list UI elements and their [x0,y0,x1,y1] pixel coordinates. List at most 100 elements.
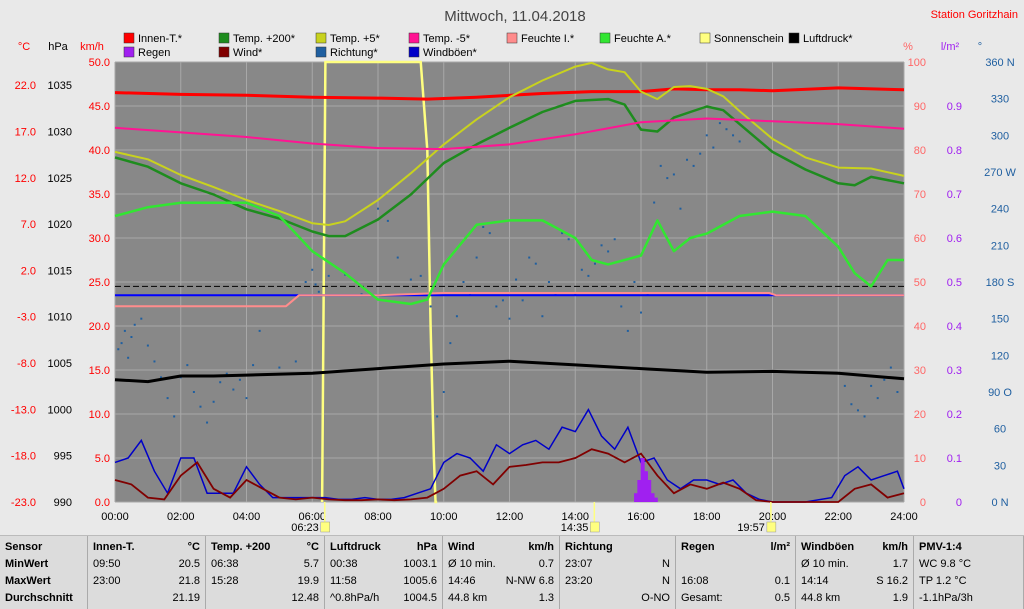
direction-point [225,372,228,375]
direction-point [705,134,708,137]
stats-max-row-left: 23:00 [93,575,121,587]
y-tick-deg: 330 [991,94,1009,106]
legend-label: Innen-T.* [138,33,183,45]
x-tick-label: 18:00 [693,511,721,523]
stats-min-row-left: 23:07 [565,558,593,570]
rain-bar [637,480,642,502]
stats-max-row-right: N [662,575,670,587]
series-temp-5 [114,117,905,151]
legend-swatch [699,32,711,44]
direction-point [600,244,603,247]
stats-col: Windböen km/h Ø 10 min. 1.7 14:14 S 16.2 44.8 … [796,536,914,609]
y-tick-rain: 0.6 [947,233,962,245]
stats-heading-left: Windböen [801,541,855,553]
direction-point [521,299,524,302]
legend-label: Wind* [233,47,263,59]
stats-col: Luftdruck hPa 00:38 1003.1 11:58 1005.6 ^0.8hP… [325,536,443,609]
y-tick-kmh: 30.0 [89,233,110,245]
sun-event-time: 14:35 [561,522,589,534]
stats-max-row-left: 14:14 [801,575,829,587]
stats-heading-right: °C [187,541,200,553]
legend-label: Feuchte I.* [521,33,575,45]
stats-heading-left: Wind [448,541,475,553]
stats-avg-row-left: Gesamt: [681,592,723,604]
stats-heading-left: PMV-1:4 [919,541,962,553]
y-tick-kmh: 20.0 [89,321,110,333]
stats-table: Sensor MinWert MaxWert Durchschnitt Inne… [0,535,1024,609]
stats-min-row: 06:38 5.7 [211,556,319,573]
unit-celsius: °C [18,41,30,53]
sun-icon [590,521,600,533]
stats-col: Richtung 23:07 N 23:20 N O-NO [560,536,676,609]
direction-point [528,256,531,259]
stats-min-row-left: 06:38 [211,558,239,570]
stats-avg-row-right: 1.9 [892,592,908,604]
direction-point [396,256,399,259]
stats-heading-right: km/h [528,541,554,553]
legend-label: Regen [138,47,170,59]
direction-point [442,391,445,393]
stats-avg-row: 44.8 km 1.9 [801,590,908,607]
x-tick-label: 02:00 [167,511,195,523]
legend-label: Feuchte A.* [614,33,672,45]
direction-point [883,378,886,381]
y-tick-deg: 150 [991,314,1009,326]
y-tick-percent: 90 [914,101,926,113]
direction-point [314,283,317,286]
direction-point [488,232,491,235]
y-tick-celsius: -18.0 [11,451,36,463]
stats-max-row-right: S 16.2 [876,575,908,587]
legend-swatch [408,32,420,44]
direction-point [173,415,176,418]
x-tick-label: 16:00 [627,511,655,523]
y-tick-kmh: 10.0 [89,409,110,421]
y-tick-deg: 120 [991,350,1009,362]
direction-point [186,364,189,367]
y-tick-percent: 60 [914,233,926,245]
direction-point [534,262,537,265]
direction-point [508,317,511,320]
stats-avg-row: 12.48 [211,590,319,607]
stats-max-row-right: N-NW 6.8 [505,575,554,587]
direction-point [327,274,330,277]
rain-bar [650,493,655,502]
rain-bar [647,480,652,502]
sun-events: 06:23 14:35 19:57 [291,502,777,534]
y-tick-hpa: 1015 [48,265,72,277]
direction-point [317,290,320,293]
direction-point [896,391,899,393]
direction-point [304,281,307,283]
x-tick-label: 04:00 [233,511,261,523]
direction-point [117,348,120,351]
direction-point [377,207,379,210]
legend-swatch [506,32,518,44]
stats-heading-left: Luftdruck [330,541,381,553]
direction-point [232,388,235,391]
direction-point [133,323,136,326]
y-tick-percent: 10 [914,453,926,465]
stats-min-row: 09:50 20.5 [93,556,200,573]
sun-icon [320,521,330,533]
direction-point [455,315,458,318]
x-tick-label: 12:00 [496,511,524,523]
stats-col: Regen l/m² 16:08 0.1 Gesamt: 0.5 [676,536,796,609]
x-tick-label: 20:00 [759,511,787,523]
legend-swatch [123,32,135,44]
stats-avg-row: ^0.8hPa/h 1004.5 [330,590,437,607]
stats-col: Temp. +200 °C 06:38 5.7 15:28 19.9 12.48 [206,536,325,609]
direction-point [409,278,412,281]
stats-avg-row-left: ^0.8hPa/h [330,592,380,604]
direction-point [258,329,261,332]
series-wind [114,448,905,503]
y-tick-percent: 0 [920,497,926,509]
rain-bar [653,497,658,502]
stats-avg-row: O-NO [565,590,670,607]
y-tick-rain: 0.7 [947,189,962,201]
stats-min-row-left: Ø 10 min. [801,558,849,570]
station-label: Station Goritzhain [931,9,1018,21]
y-tick-celsius: 7.0 [21,219,36,231]
stats-avg-row-right: 1004.5 [403,592,437,604]
legend-swatch [123,46,135,58]
x-tick-label: 06:00 [298,511,326,523]
legend-label: Temp. +200* [233,33,296,45]
